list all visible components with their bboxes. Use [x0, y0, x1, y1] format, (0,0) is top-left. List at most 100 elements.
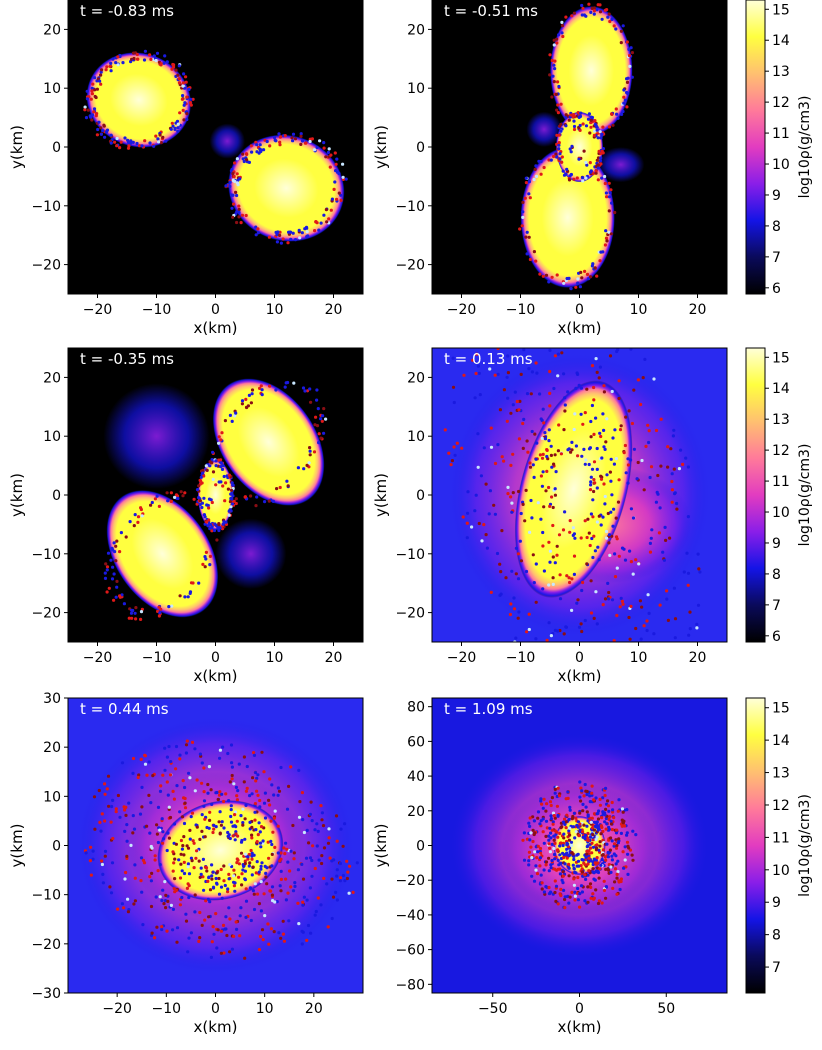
tracer-particle [572, 177, 576, 181]
tracer-particle [215, 871, 219, 875]
tracer-particle [616, 500, 621, 504]
tracer-particle [588, 543, 592, 548]
tracer-particle [232, 880, 236, 884]
tracer-particle [545, 681, 548, 684]
tracer-particle [516, 552, 521, 556]
tracer-particle [538, 453, 543, 457]
tracer-particle [540, 436, 544, 440]
tracer-particle [551, 820, 555, 824]
tracer-particle [110, 577, 115, 581]
tracer-particle [551, 555, 555, 559]
tracer-particle [464, 343, 467, 346]
tracer-particle [286, 860, 290, 864]
tracer-particle [235, 181, 239, 185]
tracer-particle [545, 469, 549, 473]
tracer-particle [595, 622, 599, 626]
tracer-particle [208, 818, 212, 823]
tracer-particle [531, 839, 535, 844]
tracer-particle [334, 162, 338, 166]
tracer-particle [611, 808, 615, 812]
tracer-particle [139, 757, 143, 762]
tracer-particle [207, 765, 211, 769]
tracer-particle [299, 142, 303, 146]
tracer-particle [317, 858, 321, 862]
tracer-particle [315, 398, 319, 402]
tracer-particle [521, 210, 525, 214]
tracer-particle [604, 807, 608, 812]
tracer-particle [489, 426, 493, 430]
tracer-particle [202, 888, 206, 892]
tracer-particle [335, 157, 339, 161]
tracer-particle [673, 492, 677, 496]
tracer-particle [517, 644, 520, 647]
tracer-particle [565, 856, 569, 860]
tracer-particle [153, 854, 157, 858]
tracer-particle [621, 658, 624, 661]
tracer-particle [563, 409, 567, 413]
tracer-particle [610, 201, 614, 205]
tracer-particle [614, 862, 618, 866]
tracer-particle [150, 871, 154, 876]
tracer-particle [556, 111, 561, 115]
tracer-particle [291, 823, 295, 828]
tracer-particle [231, 215, 235, 219]
tracer-particle [267, 499, 271, 503]
tracer-particle [635, 339, 638, 342]
tracer-particle [215, 882, 219, 886]
tracer-particle [567, 838, 572, 842]
tracer-particle [177, 858, 181, 862]
tracer-particle [173, 495, 177, 499]
tracer-particle [250, 857, 254, 861]
tracer-particle [565, 574, 569, 578]
tracer-particle [277, 789, 282, 793]
tracer-particle [112, 572, 116, 576]
tracer-particle [516, 339, 519, 342]
tracer-particle [150, 931, 154, 935]
tracer-particle [256, 773, 260, 777]
tracer-particle [126, 910, 130, 914]
tracer-particle [455, 441, 459, 445]
tracer-particle [157, 614, 161, 618]
tracer-particle [621, 109, 625, 114]
tracer-particle [234, 497, 238, 501]
tracer-particle [180, 97, 184, 101]
tracer-particle [607, 209, 611, 213]
tracer-particle [659, 464, 663, 468]
tracer-particle [599, 832, 603, 836]
tracer-particle [134, 606, 138, 610]
time-label: t = 0.44 ms [80, 700, 169, 718]
tracer-particle [250, 388, 255, 392]
tracer-particle [92, 107, 97, 111]
tracer-particle [217, 435, 221, 439]
tracer-particle [560, 160, 564, 164]
tracer-particle [143, 139, 147, 143]
tracer-particle [609, 870, 613, 875]
tracer-particle [554, 152, 558, 156]
tracer-particle [217, 528, 221, 533]
colorbar-tick-label: 8 [772, 219, 781, 235]
tracer-particle [535, 371, 539, 375]
tracer-particle [563, 906, 567, 910]
tracer-particle [584, 877, 588, 882]
tracer-particle [524, 176, 528, 180]
tracer-particle [534, 259, 538, 263]
tracer-particle [272, 930, 276, 934]
tracer-particle [198, 479, 203, 483]
tracer-particle [288, 869, 292, 873]
tracer-particle [228, 863, 232, 867]
tracer-particle [622, 866, 626, 870]
tracer-particle [510, 501, 514, 505]
tracer-particle [292, 851, 296, 855]
tracer-particle [149, 879, 153, 883]
y-tick-label: −20 [395, 873, 425, 889]
colorbar-tick-label: 15 [772, 2, 790, 18]
tracer-particle [190, 859, 194, 863]
tracer-particle [539, 172, 543, 176]
tracer-particle [590, 467, 595, 471]
tracer-particle [541, 830, 545, 834]
tracer-particle [327, 827, 331, 831]
tracer-particle [108, 885, 112, 889]
tracer-particle [162, 61, 166, 65]
tracer-particle [451, 329, 454, 332]
tracer-particle [614, 457, 619, 461]
